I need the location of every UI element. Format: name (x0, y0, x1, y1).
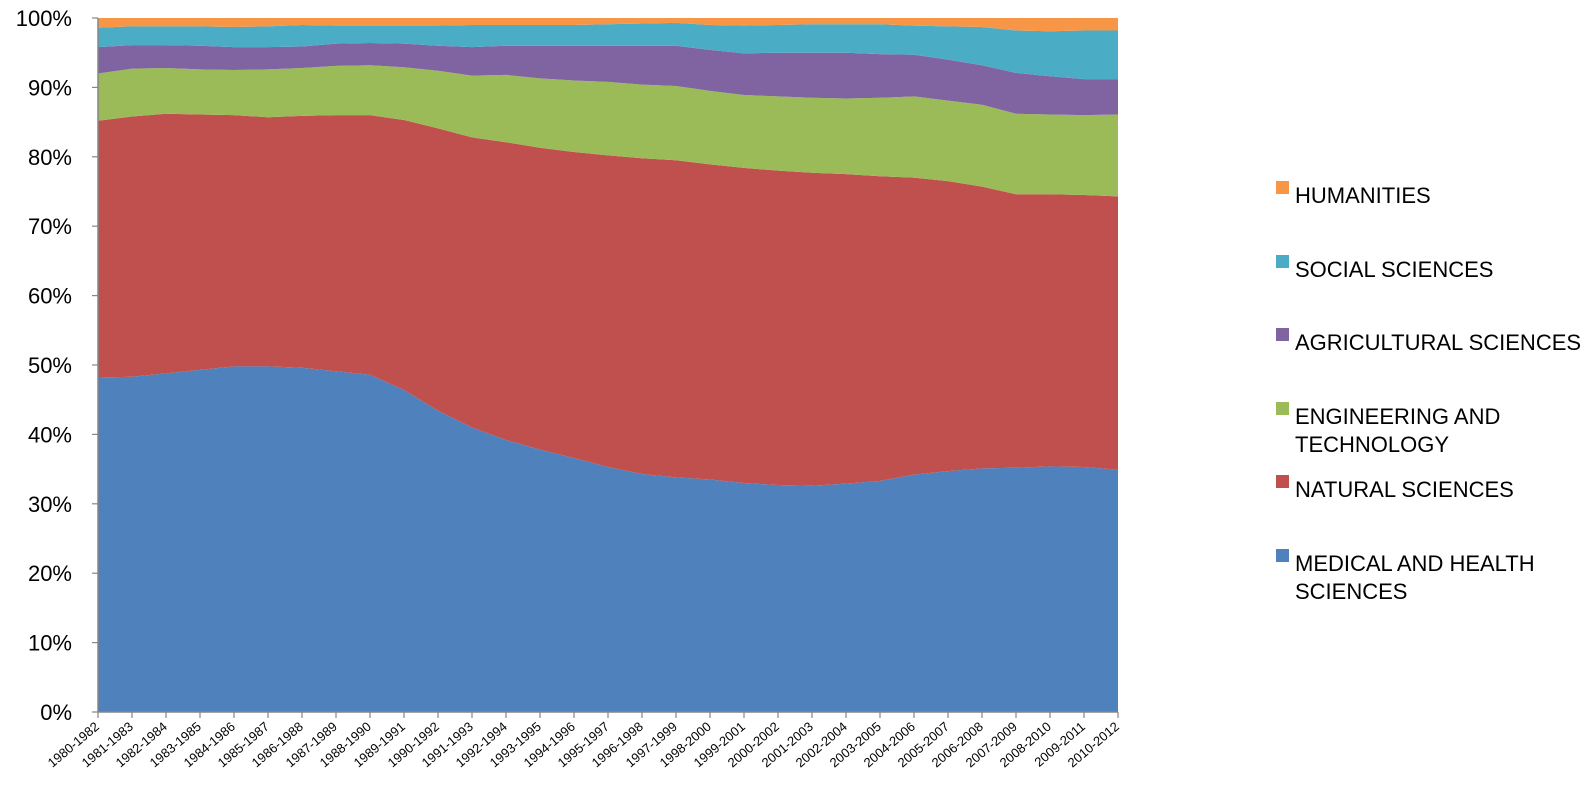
x-axis-ticks: 1980-19821981-19831982-19841983-19851984… (45, 712, 1122, 770)
area-engineering-and-technology (98, 65, 1118, 197)
y-tick-label: 30% (28, 492, 72, 517)
y-tick-label: 10% (28, 631, 72, 656)
legend-label-natural-sciences: NATURAL SCIENCES (1295, 477, 1514, 502)
legend-label-engineering-and-technology: TECHNOLOGY (1295, 432, 1449, 457)
area-layers (98, 18, 1118, 712)
legend-label-medical-and-health-sciences: MEDICAL AND HEALTH (1295, 551, 1535, 576)
area-humanities (98, 18, 1118, 32)
y-tick-label: 100% (16, 6, 72, 31)
y-tick-label: 90% (28, 75, 72, 100)
area-social-sciences (98, 22, 1118, 80)
area-natural-sciences (98, 113, 1118, 486)
legend-swatch-social-sciences (1276, 255, 1289, 268)
y-tick-label: 80% (28, 145, 72, 170)
area-agricultural-sciences (98, 42, 1118, 116)
legend-label-humanities: HUMANITIES (1295, 183, 1431, 208)
legend-swatch-agricultural-sciences (1276, 328, 1289, 341)
y-tick-label: 40% (28, 422, 72, 447)
y-tick-label: 70% (28, 214, 72, 239)
y-tick-label: 0% (40, 700, 72, 725)
legend: HUMANITIES SOCIAL SCIENCES AGRICULTURAL SC… (1276, 181, 1581, 604)
legend-label-medical-and-health-sciences: SCIENCES (1295, 579, 1407, 604)
legend-label-social-sciences: SOCIAL SCIENCES (1295, 257, 1493, 282)
legend-label-agricultural-sciences: AGRICULTURAL SCIENCES (1295, 330, 1581, 355)
y-tick-label: 60% (28, 284, 72, 309)
legend-label-engineering-and-technology: ENGINEERING AND (1295, 404, 1500, 429)
y-tick-label: 50% (28, 353, 72, 378)
legend-swatch-engineering-and-technology (1276, 402, 1289, 415)
y-tick-label: 20% (28, 561, 72, 586)
y-axis-ticks: 0% 10% 20% 30% 40% 50% 60% 70% 80% 90% 100% (16, 6, 98, 725)
legend-swatch-natural-sciences (1276, 475, 1289, 488)
legend-swatch-humanities (1276, 181, 1289, 194)
area-medical-and-health-sciences (98, 366, 1118, 712)
legend-swatch-medical-and-health-sciences (1276, 549, 1289, 562)
